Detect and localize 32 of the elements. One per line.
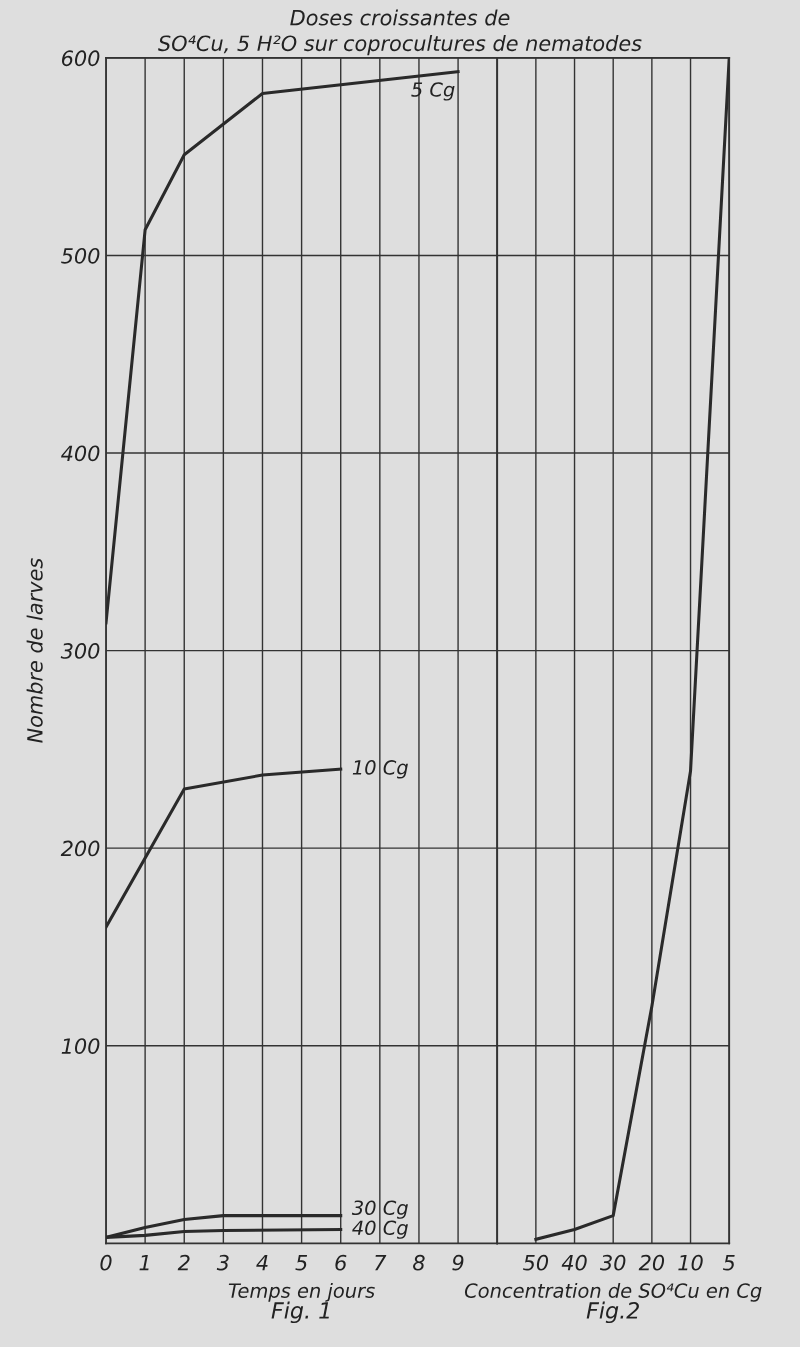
x-axis-title: Concentration de SO⁴Cu en Cg	[464, 1282, 762, 1302]
caption: Fig.2	[586, 1301, 639, 1324]
y-tick-label: 100	[61, 1038, 100, 1054]
x-tick-label: 20	[638, 1254, 665, 1271]
series-label: 30 Cg	[351, 1200, 408, 1219]
x-tick-label: 7	[375, 1255, 387, 1271]
x-tick-label: 10	[678, 1254, 703, 1271]
x-tick-label: 0	[100, 1254, 112, 1271]
y-tick-label: 400	[61, 445, 100, 462]
x-tick-label: 50	[523, 1254, 549, 1271]
y-axis-title: Nombre de larves	[26, 558, 43, 743]
x-tick-label: 4	[256, 1255, 268, 1271]
x-tick-label: 30	[599, 1254, 626, 1271]
x-tick-label: 6	[335, 1254, 347, 1271]
series-label: 10 Cg	[352, 760, 408, 779]
chart-title: Doses croissantes de	[290, 9, 510, 26]
x-axis-title: Temps en jours	[228, 1282, 375, 1302]
y-tick-label: 600	[61, 50, 100, 67]
x-tick-label: 9	[452, 1254, 464, 1271]
x-tick-label: 2	[177, 1254, 190, 1271]
chart-subtitle: SO⁴Cu, 5 H²O sur coprocultures de nematodes	[158, 35, 642, 56]
x-tick-label: 5	[295, 1255, 308, 1271]
x-tick-label: 1	[139, 1255, 149, 1271]
x-tick-label: 3	[216, 1254, 229, 1271]
y-tick-label: 200	[60, 840, 100, 857]
x-tick-label: 5	[722, 1255, 735, 1271]
x-tick-label: 40	[561, 1254, 587, 1271]
y-tick-label: 300	[60, 643, 100, 659]
y-tick-label: 500	[61, 247, 100, 264]
series-label: 40 Cg	[352, 1220, 408, 1239]
caption: Fig. 1	[271, 1301, 329, 1324]
x-tick-label: 8	[413, 1254, 425, 1271]
